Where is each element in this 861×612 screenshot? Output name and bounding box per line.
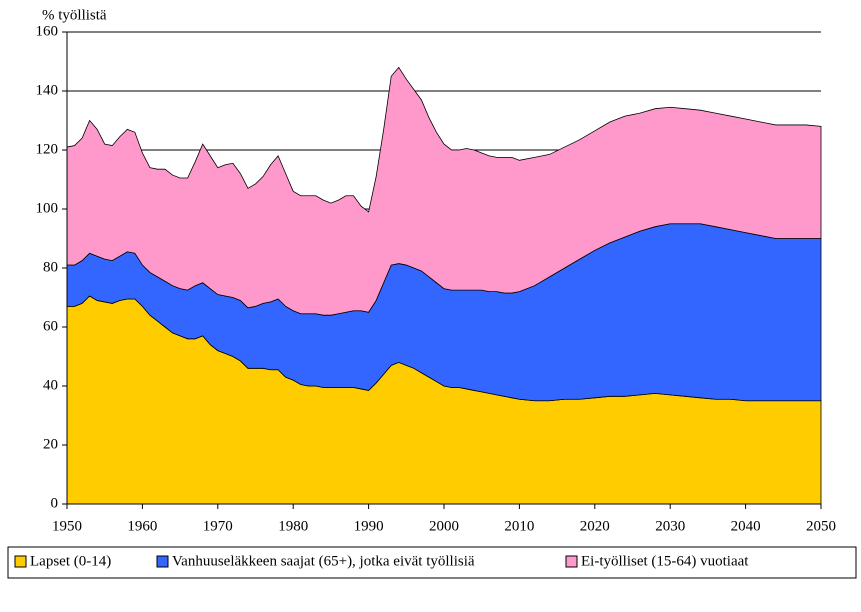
y-tick-label: 60 — [43, 318, 58, 334]
x-tick-label: 1970 — [203, 518, 233, 534]
x-tick-label: 2040 — [731, 518, 761, 534]
y-tick-label: 140 — [36, 82, 59, 98]
y-tick-label: 0 — [51, 495, 59, 511]
legend-frame — [7, 546, 857, 579]
x-tick-label: 2010 — [504, 518, 534, 534]
x-tick-label: 1980 — [278, 518, 308, 534]
x-tick-label: 2030 — [655, 518, 685, 534]
y-tick-label: 40 — [43, 377, 58, 393]
legend-label: Lapset (0-14) — [30, 553, 111, 569]
x-tick-label: 2050 — [806, 518, 836, 534]
x-tick-label: 1950 — [52, 518, 82, 534]
y-tick-label: 160 — [36, 23, 59, 39]
legend-swatch — [156, 555, 169, 568]
y-tick-label: 20 — [43, 436, 58, 452]
legend-label: Vanhuuseläkkeen saajat (65+), jotka eivä… — [172, 553, 475, 569]
legend-swatch — [14, 555, 27, 568]
x-tick-label: 1990 — [354, 518, 384, 534]
legend-swatch — [565, 555, 578, 568]
x-tick-label: 2000 — [429, 518, 459, 534]
y-tick-label: 100 — [36, 200, 59, 216]
legend-label: Ei-työlliset (15-64) vuotiaat — [581, 553, 749, 569]
x-tick-label: 1960 — [127, 518, 157, 534]
y-axis-label: % työllistä — [42, 7, 107, 23]
y-tick-label: 80 — [43, 259, 58, 275]
area — [66, 66, 822, 316]
y-tick-label: 120 — [36, 141, 59, 157]
x-tick-label: 2020 — [580, 518, 610, 534]
